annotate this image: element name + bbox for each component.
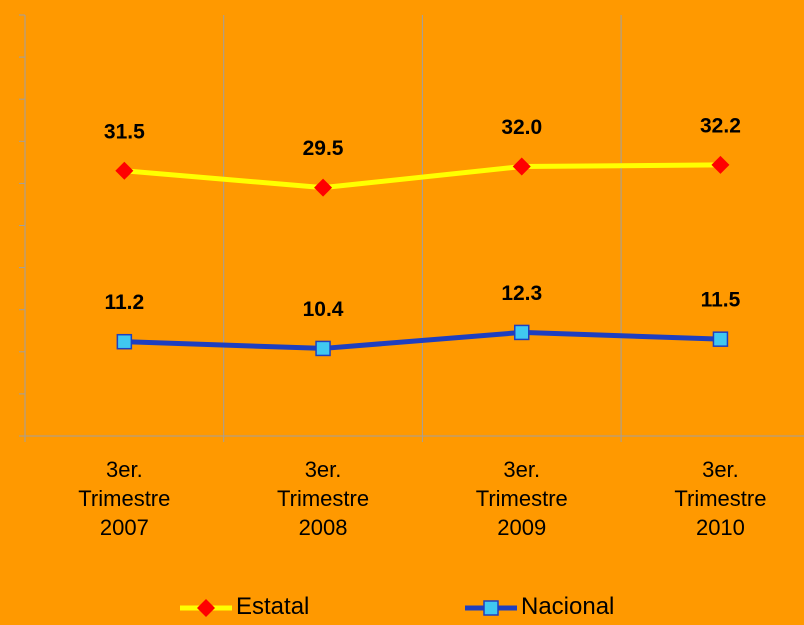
x-tick-label: 3er. Trimestre 2008: [277, 457, 370, 540]
x-tick-label: 3er. Trimestre 2010: [674, 457, 767, 540]
legend-label: Nacional: [521, 593, 615, 620]
x-tick-label: 3er. Trimestre 2007: [78, 457, 171, 540]
marker: [711, 155, 730, 174]
legend-marker: [483, 600, 499, 616]
marker: [115, 161, 134, 180]
marker: [512, 157, 531, 176]
x-tick-label: 3er. Trimestre 2009: [475, 457, 568, 540]
legend-label: Estatal: [236, 593, 310, 620]
data-label: 11.2: [104, 291, 144, 314]
marker: [712, 331, 729, 347]
data-label: 29.5: [303, 137, 344, 160]
marker: [315, 340, 331, 357]
series-line: [124, 162, 721, 191]
data-label: 31.5: [104, 120, 145, 143]
legend-marker: [197, 599, 215, 617]
marker: [116, 333, 133, 350]
data-label: 32.2: [700, 114, 741, 137]
data-label: 10.4: [303, 298, 344, 321]
marker: [514, 324, 530, 341]
data-label: 32.0: [501, 116, 542, 139]
series-line: [124, 329, 721, 351]
data-label: 12.3: [501, 282, 542, 305]
marker: [314, 178, 333, 197]
data-label: 11.5: [701, 289, 741, 312]
